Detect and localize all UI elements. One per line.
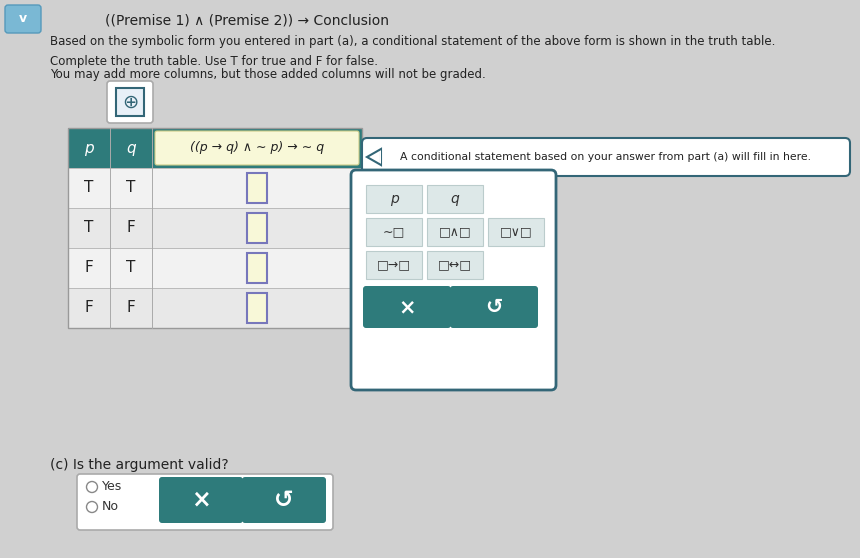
- FancyBboxPatch shape: [450, 286, 538, 328]
- FancyBboxPatch shape: [427, 218, 483, 246]
- Polygon shape: [380, 150, 381, 164]
- Text: □∨□: □∨□: [500, 225, 532, 238]
- Text: F: F: [84, 261, 94, 276]
- Text: p: p: [84, 141, 94, 156]
- Circle shape: [87, 482, 97, 493]
- FancyBboxPatch shape: [488, 218, 544, 246]
- Text: Complete the truth table. Use T for true and F for false.: Complete the truth table. Use T for true…: [50, 55, 378, 68]
- Text: q: q: [126, 141, 136, 156]
- FancyBboxPatch shape: [247, 173, 267, 203]
- Text: □↔□: □↔□: [438, 258, 472, 272]
- Text: □→□: □→□: [377, 258, 411, 272]
- Text: T: T: [126, 261, 136, 276]
- FancyBboxPatch shape: [362, 138, 850, 176]
- Text: T: T: [126, 180, 136, 195]
- Text: No: No: [102, 501, 119, 513]
- Text: A conditional statement based on your answer from part (a) will fill in here.: A conditional statement based on your an…: [401, 152, 812, 162]
- Polygon shape: [367, 149, 381, 165]
- Bar: [68, 288, 362, 328]
- Text: □∧□: □∧□: [439, 225, 471, 238]
- FancyBboxPatch shape: [5, 5, 41, 33]
- Text: q: q: [451, 192, 459, 206]
- Bar: [68, 128, 362, 168]
- FancyBboxPatch shape: [363, 286, 451, 328]
- FancyBboxPatch shape: [155, 131, 359, 165]
- Text: T: T: [84, 180, 94, 195]
- Text: v: v: [19, 12, 27, 26]
- Bar: [68, 248, 362, 288]
- FancyBboxPatch shape: [116, 88, 144, 116]
- Text: ×: ×: [191, 488, 211, 512]
- Text: p: p: [390, 192, 398, 206]
- FancyBboxPatch shape: [107, 81, 153, 123]
- Text: T: T: [84, 220, 94, 235]
- Circle shape: [87, 502, 97, 512]
- Text: Based on the symbolic form you entered in part (a), a conditional statement of t: Based on the symbolic form you entered i…: [50, 35, 776, 48]
- FancyBboxPatch shape: [77, 474, 333, 530]
- FancyBboxPatch shape: [247, 213, 267, 243]
- Bar: [68, 168, 362, 208]
- Text: Yes: Yes: [102, 480, 122, 493]
- Text: ∼□: ∼□: [383, 225, 405, 238]
- Bar: [68, 208, 362, 248]
- Text: ⊕: ⊕: [122, 93, 138, 112]
- FancyBboxPatch shape: [366, 218, 422, 246]
- FancyBboxPatch shape: [366, 251, 422, 279]
- Text: You may add more columns, but those added columns will not be graded.: You may add more columns, but those adde…: [50, 68, 486, 81]
- Text: F: F: [84, 301, 94, 315]
- FancyBboxPatch shape: [242, 477, 326, 523]
- Text: F: F: [126, 301, 135, 315]
- Text: ↺: ↺: [274, 488, 294, 512]
- Text: ×: ×: [398, 297, 415, 317]
- FancyBboxPatch shape: [427, 251, 483, 279]
- FancyBboxPatch shape: [427, 185, 483, 213]
- FancyBboxPatch shape: [159, 477, 243, 523]
- Text: F: F: [126, 220, 135, 235]
- Text: ((p → q) ∧ ∼ p) → ∼ q: ((p → q) ∧ ∼ p) → ∼ q: [190, 142, 324, 155]
- FancyBboxPatch shape: [247, 253, 267, 283]
- Text: ((Premise 1) ∧ (Premise 2)) → Conclusion: ((Premise 1) ∧ (Premise 2)) → Conclusion: [105, 14, 389, 28]
- FancyBboxPatch shape: [351, 170, 556, 390]
- Text: (c) Is the argument valid?: (c) Is the argument valid?: [50, 458, 229, 472]
- FancyBboxPatch shape: [366, 185, 422, 213]
- Bar: [68, 128, 362, 328]
- Text: ↺: ↺: [485, 297, 503, 317]
- FancyBboxPatch shape: [247, 293, 267, 323]
